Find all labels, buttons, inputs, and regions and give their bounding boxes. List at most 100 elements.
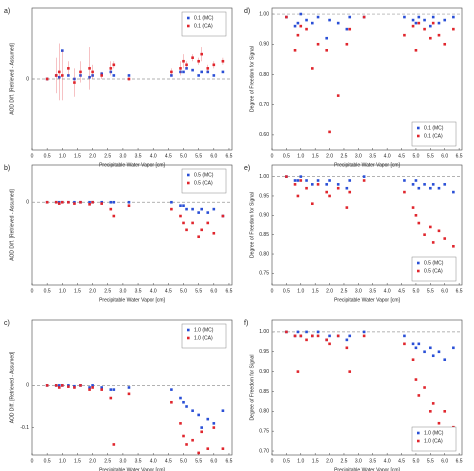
data-point — [431, 354, 435, 358]
data-point — [348, 334, 352, 338]
x-tick-label: 0.5 — [44, 458, 51, 464]
data-point — [403, 179, 406, 182]
x-tick-label: 6.5 — [456, 153, 463, 159]
legend-swatch — [187, 173, 190, 177]
x-axis-label: Precipitable Water Vapor [cm] — [99, 467, 165, 471]
x-tick-label: 0 — [271, 288, 274, 294]
data-point — [299, 12, 303, 16]
panel-label: f) — [244, 320, 248, 327]
x-tick-label: 3.0 — [355, 288, 362, 294]
data-point — [305, 186, 308, 190]
legend-label: 0.1 (CA) — [424, 133, 443, 139]
data-point — [285, 175, 288, 178]
data-point — [45, 77, 49, 81]
x-tick-label: 1.5 — [74, 458, 81, 464]
data-point — [127, 204, 131, 207]
data-point — [109, 388, 113, 391]
legend-label: 0.5 (MC) — [194, 172, 214, 178]
x-tick-label: 4.0 — [150, 458, 157, 464]
data-point — [311, 202, 314, 206]
data-point — [316, 334, 320, 338]
data-point — [212, 63, 216, 67]
data-point — [336, 94, 340, 97]
data-point — [411, 183, 415, 186]
x-tick-label: 4.5 — [165, 153, 172, 159]
legend-label: 0.5 (CA) — [194, 180, 213, 186]
data-point — [296, 370, 300, 373]
legend-swatch — [187, 336, 190, 340]
data-point — [221, 409, 225, 413]
data-point — [403, 190, 406, 194]
data-point — [348, 190, 352, 194]
data-point — [67, 200, 70, 204]
data-point — [91, 384, 94, 387]
data-point — [311, 67, 314, 70]
y-tick-label: 0.75 — [259, 429, 269, 435]
data-point — [443, 183, 447, 186]
data-point — [88, 388, 91, 391]
data-point — [127, 77, 131, 81]
x-tick-label: 5.0 — [180, 458, 187, 464]
x-tick-label: 0 — [31, 153, 34, 159]
data-point — [73, 202, 76, 205]
data-point — [61, 200, 64, 204]
data-point — [293, 48, 297, 52]
data-point — [345, 338, 349, 342]
x-tick-label: 1.5 — [312, 458, 319, 464]
data-point — [197, 211, 200, 214]
legend-swatch — [187, 328, 190, 332]
x-tick-label: 4.5 — [165, 288, 172, 294]
legend-label: 1.0 (MC) — [194, 327, 214, 333]
data-point — [429, 24, 432, 28]
x-tick-label: 3.0 — [119, 153, 126, 159]
data-point — [429, 186, 432, 190]
data-point — [57, 202, 61, 205]
data-point — [170, 207, 173, 211]
y-tick-label: 0.95 — [259, 193, 269, 199]
data-point — [112, 74, 116, 77]
legend-swatch — [417, 269, 420, 273]
data-point — [206, 447, 210, 450]
data-point — [305, 18, 308, 22]
data-point — [54, 74, 58, 77]
legend-swatch — [187, 16, 190, 20]
x-tick-label: 3.5 — [135, 153, 142, 159]
data-point — [182, 70, 185, 74]
x-tick-label: 6.0 — [441, 288, 448, 294]
data-point — [414, 346, 418, 350]
data-point — [403, 334, 406, 338]
data-point — [170, 400, 173, 404]
data-point — [200, 52, 203, 56]
data-point — [57, 386, 61, 389]
data-point — [100, 200, 103, 204]
data-point — [328, 130, 331, 134]
data-point — [127, 386, 131, 389]
x-tick-label: 0.5 — [283, 458, 290, 464]
x-tick-label: 5.0 — [412, 153, 419, 159]
data-point — [429, 36, 432, 40]
y-tick-label: 0.80 — [259, 251, 269, 257]
data-point — [431, 21, 435, 25]
data-point — [182, 59, 185, 63]
y-tick-label: 0.70 — [259, 102, 269, 108]
data-point — [437, 186, 441, 190]
y-axis-label: AOD Diff. [Retrieved - Assumed] — [9, 43, 15, 115]
y-tick-label: 0 — [26, 383, 29, 389]
data-point — [411, 358, 415, 362]
x-tick-label: 2.0 — [89, 153, 96, 159]
y-tick-label: 0.70 — [259, 448, 269, 454]
data-point — [285, 330, 288, 334]
data-point — [305, 338, 308, 342]
data-point — [345, 27, 349, 31]
data-point — [305, 330, 308, 334]
data-point — [417, 342, 421, 346]
y-tick-label: 0.80 — [259, 72, 269, 78]
x-axis-label: Precipitable Water Vapor [cm] — [334, 297, 400, 303]
data-point — [100, 388, 103, 391]
data-point — [336, 186, 340, 190]
data-point — [54, 200, 58, 204]
legend-box — [181, 11, 227, 37]
data-point — [311, 334, 314, 338]
data-point — [127, 392, 131, 396]
data-point — [403, 15, 406, 19]
